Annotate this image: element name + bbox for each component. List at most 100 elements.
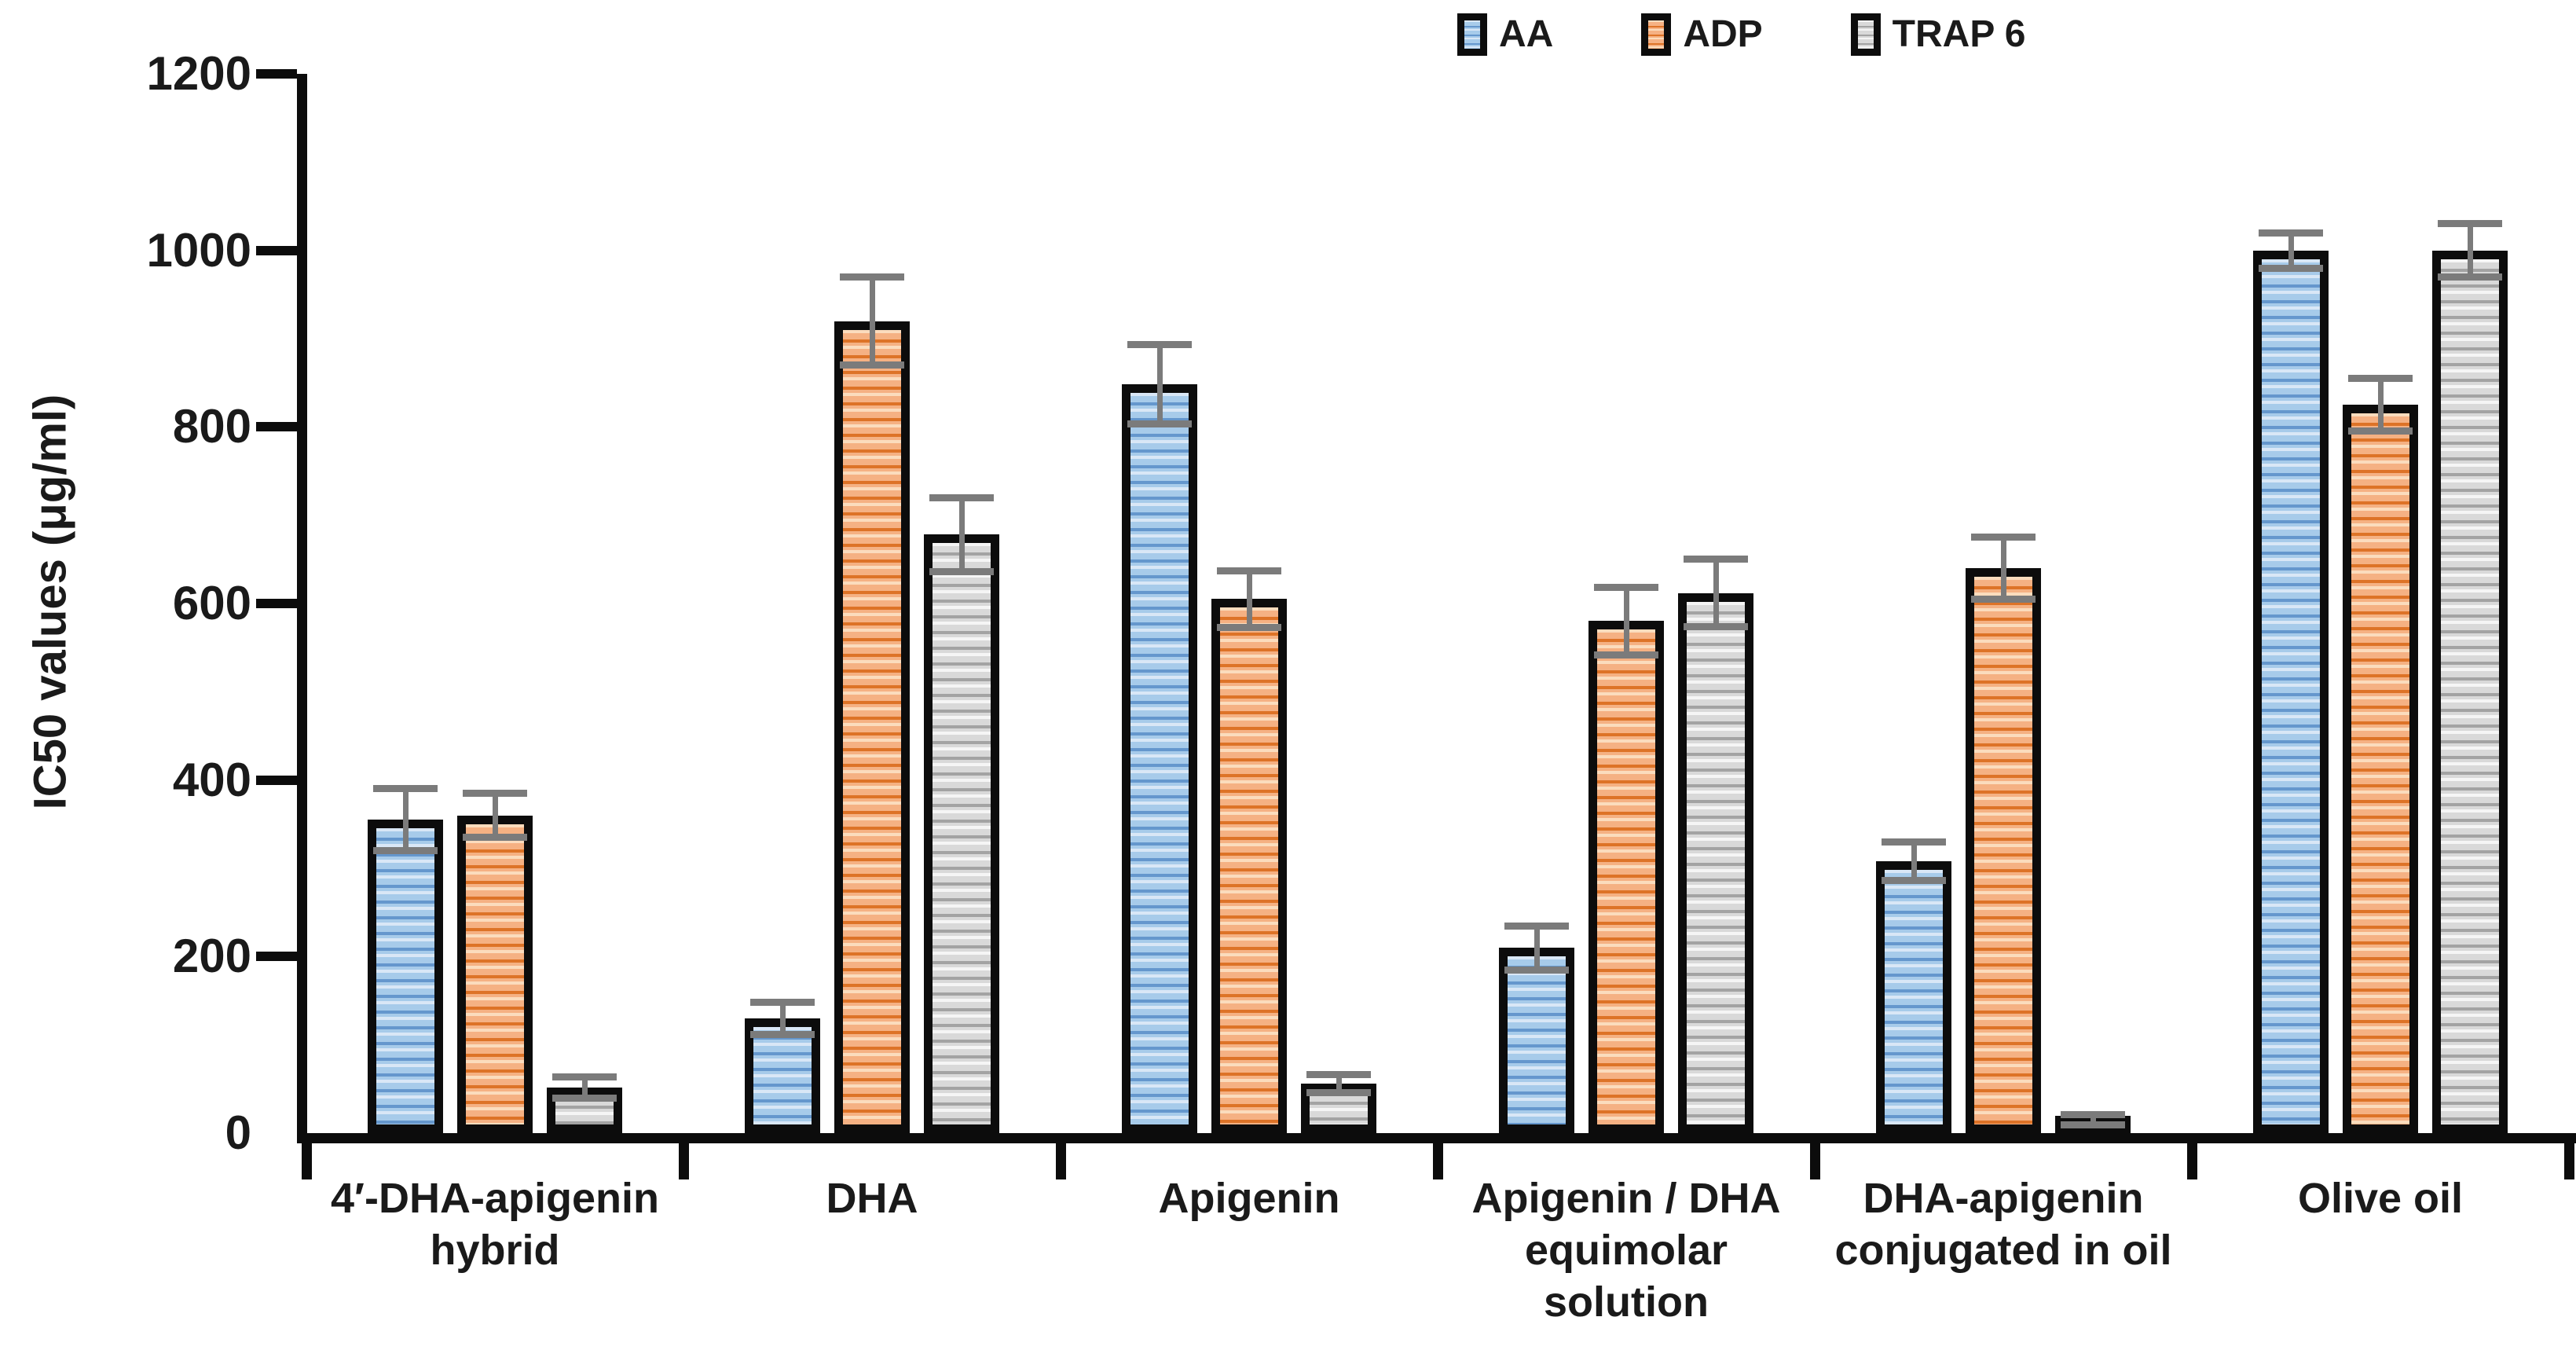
legend-label: TRAP 6 bbox=[1892, 13, 2026, 55]
error-bar-cap bbox=[463, 790, 527, 798]
bar-adp-group3 bbox=[1211, 599, 1287, 1133]
chart-legend: AA ADP TRAP 6 bbox=[1457, 13, 2026, 56]
legend-swatch-icon bbox=[1457, 13, 1487, 56]
bar-adp-group5 bbox=[1966, 568, 2041, 1133]
legend-label: AA bbox=[1499, 13, 1554, 55]
legend-item-aa: AA bbox=[1457, 13, 1553, 56]
x-axis-tick bbox=[1809, 1143, 1820, 1179]
y-axis-tick-1000 bbox=[256, 245, 297, 255]
category-label-6: Olive oil bbox=[2297, 1175, 2464, 1222]
error-bar-cap bbox=[2438, 273, 2502, 281]
bar-adp-group2 bbox=[834, 321, 910, 1133]
error-bar-cap bbox=[929, 493, 994, 501]
y-axis-tick-600 bbox=[256, 599, 297, 608]
bar-aa-group5 bbox=[1876, 861, 1951, 1133]
bar-adp-group1 bbox=[457, 815, 533, 1133]
y-axis-tick-400 bbox=[256, 775, 297, 785]
legend-swatch-icon bbox=[1641, 13, 1672, 56]
plot-area bbox=[306, 74, 2569, 1133]
error-bar-cap bbox=[1217, 567, 1281, 574]
error-bar-cap bbox=[840, 273, 904, 281]
bar-aa-group1 bbox=[368, 820, 443, 1133]
legend-swatch-icon bbox=[1850, 13, 1881, 56]
error-bar-cap bbox=[1684, 622, 1748, 630]
x-axis-tick bbox=[2186, 1143, 2197, 1179]
error-bar bbox=[2000, 537, 2006, 600]
bar-aa-group6 bbox=[2253, 250, 2329, 1133]
error-bar-cap bbox=[1971, 595, 2036, 603]
error-bar bbox=[779, 1002, 786, 1035]
error-bar-cap bbox=[750, 999, 815, 1007]
error-bar-cap bbox=[2259, 264, 2323, 272]
error-bar-cap bbox=[1594, 584, 1658, 592]
error-bar-cap bbox=[2438, 220, 2502, 228]
x-axis-line bbox=[297, 1133, 2576, 1143]
error-bar bbox=[1713, 559, 1719, 627]
bar-aa-group4 bbox=[1499, 948, 1574, 1133]
y-axis-tick-200 bbox=[256, 952, 297, 962]
error-bar-cap bbox=[2061, 1110, 2125, 1118]
y-tick-label-400: 400 bbox=[172, 753, 251, 806]
bar-trap6-group2 bbox=[924, 534, 999, 1133]
category-label-3: Apigenin bbox=[1158, 1175, 1340, 1222]
x-axis-tick bbox=[678, 1143, 689, 1179]
error-bar-cap bbox=[373, 785, 438, 793]
y-axis-tick-800 bbox=[256, 422, 297, 432]
category-label-1: 4′-DHA-apigenin hybrid bbox=[331, 1175, 659, 1274]
bar-adp-group6 bbox=[2343, 405, 2418, 1133]
x-axis-tick bbox=[1055, 1143, 1066, 1179]
error-bar-cap bbox=[2259, 229, 2323, 237]
error-bar-cap bbox=[1971, 534, 2036, 541]
error-bar bbox=[2467, 223, 2473, 277]
error-bar bbox=[1336, 1074, 1342, 1093]
error-bar bbox=[2377, 378, 2384, 431]
y-tick-label-200: 200 bbox=[172, 930, 251, 983]
x-axis-tick bbox=[2563, 1143, 2574, 1179]
error-bar-cap bbox=[552, 1094, 617, 1102]
error-bar-cap bbox=[2348, 427, 2413, 435]
error-bar-cap bbox=[1882, 877, 1946, 885]
category-label-4: Apigenin / DHA equimolar solution bbox=[1471, 1175, 1781, 1326]
category-label-2: DHA bbox=[826, 1175, 918, 1222]
error-bar-cap bbox=[1127, 420, 1192, 428]
y-axis-tick-1200 bbox=[256, 69, 297, 79]
error-bar-cap bbox=[840, 361, 904, 369]
error-bar-cap bbox=[1504, 922, 1569, 930]
error-bar-cap bbox=[373, 847, 438, 855]
error-bar bbox=[1534, 926, 1540, 970]
error-bar bbox=[581, 1077, 588, 1099]
error-bar-cap bbox=[1504, 966, 1569, 974]
y-tick-label-1000: 1000 bbox=[146, 223, 251, 277]
error-bar bbox=[1156, 344, 1163, 424]
error-bar-cap bbox=[1882, 838, 1946, 846]
legend-item-adp: ADP bbox=[1641, 13, 1763, 56]
y-tick-label-800: 800 bbox=[172, 400, 251, 453]
y-tick-label-0: 0 bbox=[225, 1106, 251, 1159]
bar-aa-group3 bbox=[1122, 384, 1197, 1133]
error-bar-cap bbox=[2348, 375, 2413, 383]
error-bar bbox=[2288, 233, 2294, 269]
legend-label: ADP bbox=[1683, 13, 1763, 55]
bar-trap6-group4 bbox=[1678, 592, 1753, 1133]
error-bar-cap bbox=[1217, 623, 1281, 631]
error-bar-cap bbox=[463, 834, 527, 842]
error-bar-cap bbox=[2061, 1121, 2125, 1129]
error-bar bbox=[2090, 1114, 2096, 1125]
error-bar-cap bbox=[929, 568, 994, 576]
error-bar bbox=[492, 793, 498, 838]
error-bar-cap bbox=[1594, 651, 1658, 658]
error-bar bbox=[1246, 570, 1252, 628]
error-bar-cap bbox=[1684, 556, 1748, 563]
bar-adp-group4 bbox=[1588, 621, 1664, 1133]
legend-item-trap6: TRAP 6 bbox=[1850, 13, 2026, 56]
error-bar bbox=[958, 497, 965, 572]
error-bar bbox=[1623, 587, 1629, 655]
error-bar bbox=[402, 788, 409, 851]
error-bar-cap bbox=[750, 1030, 815, 1038]
y-axis-line bbox=[297, 74, 307, 1143]
x-axis-tick bbox=[1432, 1143, 1443, 1179]
bar-trap6-group6 bbox=[2432, 250, 2508, 1133]
y-tick-label-1200: 1200 bbox=[146, 47, 251, 100]
error-bar-cap bbox=[1127, 341, 1192, 349]
